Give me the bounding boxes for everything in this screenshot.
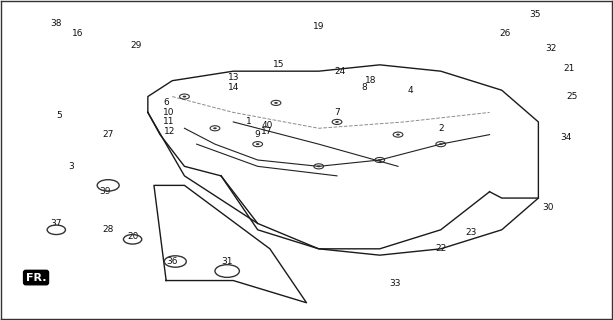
Text: 35: 35	[530, 10, 541, 19]
Circle shape	[439, 143, 443, 145]
Text: 30: 30	[542, 203, 554, 212]
Text: 14: 14	[227, 83, 239, 92]
Text: 7: 7	[334, 108, 340, 117]
Text: 24: 24	[335, 67, 346, 76]
Text: 15: 15	[273, 60, 285, 69]
Text: 21: 21	[563, 63, 574, 73]
Text: 11: 11	[164, 117, 175, 126]
Text: 8: 8	[362, 83, 367, 92]
Text: 9: 9	[255, 130, 261, 139]
Text: 19: 19	[313, 22, 324, 31]
Circle shape	[213, 127, 217, 129]
Text: 32: 32	[545, 44, 556, 53]
Text: FR.: FR.	[26, 273, 47, 283]
Text: 39: 39	[99, 187, 111, 196]
Text: 29: 29	[130, 41, 142, 50]
Circle shape	[335, 121, 339, 123]
Text: 28: 28	[102, 225, 114, 234]
Text: 37: 37	[50, 219, 62, 228]
Text: 13: 13	[227, 73, 239, 82]
Text: 27: 27	[102, 130, 114, 139]
Text: 18: 18	[365, 76, 376, 85]
Circle shape	[317, 165, 321, 167]
Circle shape	[274, 102, 278, 104]
Text: 20: 20	[127, 232, 139, 241]
Text: 23: 23	[465, 228, 477, 237]
Text: 33: 33	[389, 279, 401, 288]
Text: 6: 6	[163, 99, 169, 108]
Circle shape	[378, 159, 381, 161]
Circle shape	[183, 96, 186, 98]
Text: 4: 4	[408, 86, 413, 95]
Circle shape	[256, 143, 259, 145]
Text: 31: 31	[221, 257, 233, 266]
Text: 26: 26	[499, 28, 511, 38]
Text: 1: 1	[246, 117, 251, 126]
Text: 3: 3	[69, 162, 74, 171]
Text: 2: 2	[438, 124, 444, 133]
Text: 16: 16	[72, 28, 83, 38]
Text: 12: 12	[164, 127, 175, 136]
Text: 36: 36	[167, 257, 178, 266]
Text: 34: 34	[560, 133, 571, 142]
Text: 40: 40	[261, 121, 273, 130]
Text: 22: 22	[435, 244, 446, 253]
Text: 10: 10	[164, 108, 175, 117]
Text: 5: 5	[56, 111, 63, 120]
Text: 17: 17	[261, 127, 273, 136]
Text: 38: 38	[50, 19, 62, 28]
Text: 25: 25	[566, 92, 577, 101]
Circle shape	[396, 134, 400, 136]
